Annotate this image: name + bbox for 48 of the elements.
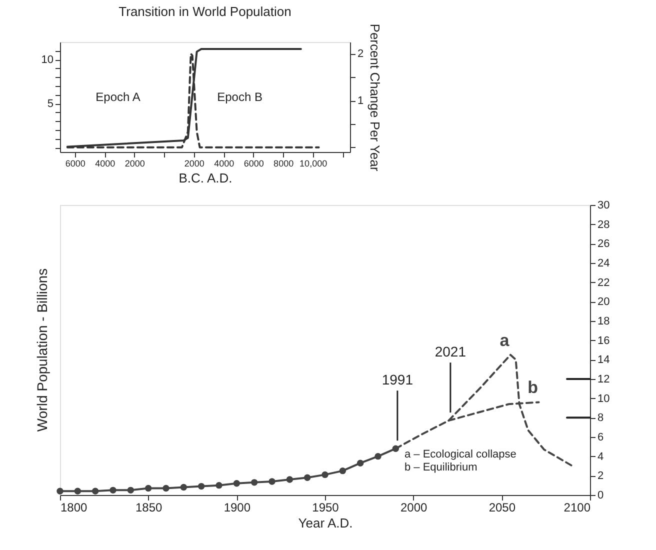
y-tick-label: 5 bbox=[47, 98, 54, 110]
x-tick-label: 2050 bbox=[488, 500, 516, 514]
x-tick-label: 8000 bbox=[274, 158, 294, 168]
y-tick-label: 20 bbox=[598, 296, 610, 308]
y-tick-label: 10 bbox=[41, 54, 54, 66]
y-tick-label: 14 bbox=[598, 354, 610, 366]
x-tick-label: 1900 bbox=[224, 500, 251, 514]
series-label: a bbox=[500, 330, 510, 350]
x-tick-label: 1800 bbox=[60, 500, 88, 514]
x-tick-label: 1950 bbox=[312, 500, 340, 514]
y-tick-label: 4 bbox=[598, 450, 604, 463]
y-tick-label: 2 bbox=[598, 470, 604, 482]
x-tick-label: 1850 bbox=[135, 500, 163, 514]
y-tick-label: 8 bbox=[598, 412, 604, 424]
y2-axis-title: Percent Change Per Year bbox=[368, 24, 383, 172]
x-tick-label: 6000 bbox=[65, 158, 86, 168]
x-tick-label: 2000 bbox=[400, 500, 428, 514]
y-tick-label: 22 bbox=[598, 276, 610, 289]
y-tick-label: 30 bbox=[598, 200, 610, 212]
y-tick-label: 12 bbox=[598, 374, 610, 386]
y-axis-title: World Population - Billions bbox=[34, 268, 50, 432]
y-tick-label: 0 bbox=[598, 490, 604, 502]
x-tick-label: 2000 bbox=[124, 158, 145, 168]
y2-tick-label: 1 bbox=[358, 95, 364, 108]
annotation: 1991 bbox=[382, 372, 414, 388]
annotation: Epoch A bbox=[96, 90, 140, 104]
y-tick-label: 16 bbox=[598, 334, 610, 347]
x-tick-label: 4000 bbox=[95, 158, 116, 168]
annotation: 2021 bbox=[434, 344, 466, 360]
y-tick-label: 26 bbox=[598, 238, 610, 250]
x-tick-label: 10,000 bbox=[300, 158, 328, 168]
x-tick-label: 2100 bbox=[564, 500, 591, 514]
y2-tick-label: 2 bbox=[358, 48, 364, 60]
x-tick-label: 4000 bbox=[214, 158, 234, 168]
x-axis-title: B.C. A.D. bbox=[178, 170, 232, 186]
annotation: Epoch B bbox=[217, 90, 262, 104]
annotation: a – Ecological collapse bbox=[404, 448, 516, 460]
y-tick-label: 24 bbox=[598, 258, 610, 270]
y-tick-label: 28 bbox=[598, 218, 610, 231]
series-label: b bbox=[528, 378, 538, 398]
x-axis-title: Year A.D. bbox=[298, 516, 353, 530]
x-tick-label: 6000 bbox=[244, 158, 264, 168]
annotation: b – Equilibrium bbox=[404, 461, 478, 474]
y-tick-label: 10 bbox=[598, 392, 610, 405]
y-tick-label: 18 bbox=[598, 316, 610, 328]
chart-title: Transition in World Population bbox=[118, 4, 292, 20]
y-tick-label: 6 bbox=[598, 432, 604, 444]
x-tick-label: 2000 bbox=[184, 158, 204, 168]
